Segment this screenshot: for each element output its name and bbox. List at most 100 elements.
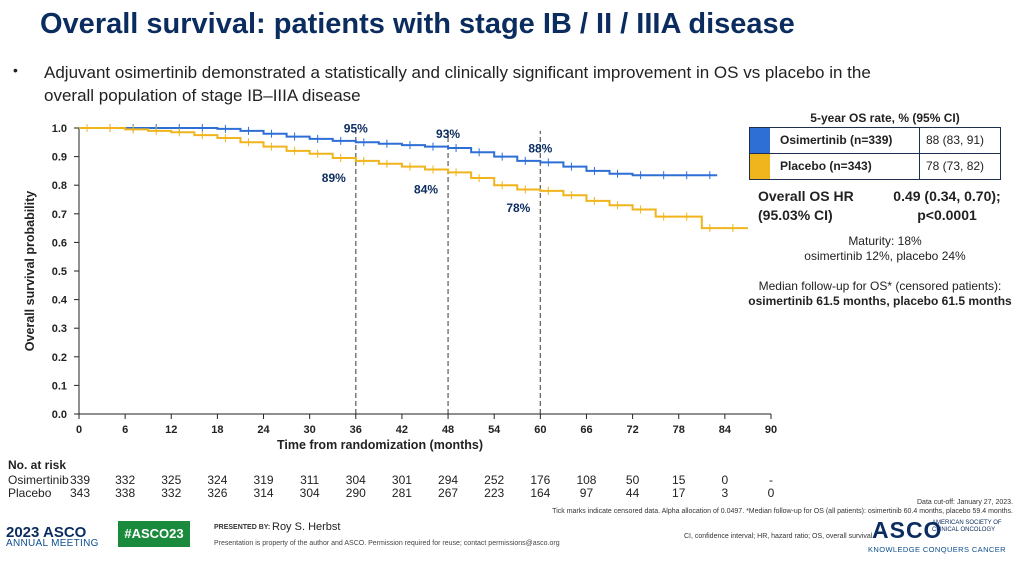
at-risk-cell: 97: [579, 486, 594, 500]
x-tick-label: 84: [719, 424, 732, 436]
at-risk-cell: 304: [345, 473, 366, 487]
osimertinib-swatch: [750, 128, 770, 153]
x-tick-label: 42: [396, 424, 408, 436]
maturity-line1: Maturity: 18%: [848, 234, 922, 248]
os-row-label: Placebo (n=343): [780, 154, 920, 179]
x-tick-label: 0: [76, 424, 82, 436]
y-tick-label: 0.8: [52, 180, 67, 192]
chart-annotations: 95% 93% 88% 89% 84% 78%: [322, 121, 553, 215]
os-row-value: 78 (73, 82): [926, 159, 985, 173]
maturity-line2: osimertinib 12%, placebo 24%: [804, 249, 966, 263]
hr-label-line2: (95.03% CI): [758, 207, 833, 223]
at-risk-cell: 17: [672, 486, 686, 500]
y-tick-label: 0.2: [52, 352, 67, 364]
osimertinib-curve: [79, 127, 718, 177]
at-risk-cell: 0: [721, 473, 729, 487]
x-axis-label: Time from randomization (months): [277, 438, 483, 452]
slide-title: Overall survival: patients with stage IB…: [40, 8, 795, 40]
bullet-line-1: Adjuvant osimertinib demonstrated a stat…: [44, 63, 871, 82]
x-tick-label: 72: [626, 424, 638, 436]
annual-meeting-text: ANNUAL MEETING: [6, 538, 99, 549]
at-risk-cell: 339: [69, 473, 91, 487]
y-tick-label: 0.4: [52, 295, 68, 307]
os-row-label: Osimertinib (n=339): [780, 128, 920, 153]
at-risk-cell: 223: [484, 486, 505, 500]
property-notice: Presentation is property of the author a…: [214, 540, 560, 547]
os-row-osimertinib: Osimertinib (n=339) 88 (83, 91): [749, 127, 1001, 154]
followup-text: Median follow-up for OS* (censored patie…: [745, 279, 1015, 309]
bullet-line-2: overall population of stage IB–IIIA dise…: [44, 86, 361, 105]
at-risk-cell: 108: [576, 473, 597, 487]
at-risk-cell: 332: [161, 486, 182, 500]
at-risk-cell: 3: [721, 486, 729, 500]
chart-axes: 0 6 12 18 24 30 36 42 48 54 60 66 72 78 84 90 0.0 0.1 0.2 0…: [23, 123, 777, 452]
asco-tagline: KNOWLEDGE CONQUERS CANCER: [868, 545, 1006, 554]
osimertinib-annotation: 88%: [528, 141, 552, 155]
at-risk-cell: 304: [299, 486, 320, 500]
placebo-annotation: 78%: [506, 201, 530, 215]
at-risk-cell: 290: [345, 486, 366, 500]
hr-value: 0.49 (0.34, 0.70); p<0.0001: [886, 187, 1008, 225]
bullet-icon: •: [13, 62, 18, 78]
asco-sub-line1: AMERICAN SOCIETY OF: [932, 520, 1002, 526]
x-tick-label: 36: [350, 424, 362, 436]
asco-subtitle: AMERICAN SOCIETY OF CLINICAL ONCOLOGY: [932, 520, 1012, 534]
footnote-abbrev: CI, confidence interval; HR, hazard rati…: [684, 533, 873, 540]
placebo-curve: [79, 127, 748, 230]
y-tick-label: 0.0: [52, 409, 67, 421]
at-risk-cell: 324: [207, 473, 228, 487]
at-risk-cell: 314: [253, 486, 274, 500]
os-row-value: 88 (83, 91): [926, 133, 985, 147]
at-risk-cell: 15: [672, 473, 686, 487]
x-tick-label: 78: [673, 424, 685, 436]
followup-line2: osimertinib 61.5 months, placebo 61.5 mo…: [748, 294, 1012, 308]
presenter-name: Roy S. Herbst: [272, 521, 341, 533]
at-risk-cell: 326: [207, 486, 228, 500]
hashtag-badge: #ASCO23: [118, 521, 190, 547]
hr-label: Overall OS HR (95.03% CI): [758, 187, 854, 225]
at-risk-cell: 343: [69, 486, 91, 500]
at-risk-row-label: Placebo: [8, 486, 52, 500]
x-tick-label: 60: [534, 424, 546, 436]
x-tick-label: 24: [257, 424, 270, 436]
x-tick-label: 18: [211, 424, 223, 436]
y-axis-label: Overall survival probability: [23, 191, 37, 352]
footnote-cutoff: Data cut-off: January 27, 2023.: [917, 499, 1013, 506]
placebo-swatch: [750, 154, 770, 179]
y-tick-label: 0.1: [52, 380, 67, 392]
at-risk-cell: 325: [161, 473, 182, 487]
os-row-placebo: Placebo (n=343) 78 (73, 82): [749, 153, 1001, 180]
at-risk-cell: -: [769, 473, 773, 487]
y-tick-label: 0.6: [52, 237, 67, 249]
y-tick-label: 0.3: [52, 323, 67, 335]
at-risk-cell: 301: [391, 473, 412, 487]
at-risk-cell: 319: [253, 473, 274, 487]
x-tick-label: 30: [304, 424, 316, 436]
x-tick-label: 48: [442, 424, 454, 436]
bullet-text: Adjuvant osimertinib demonstrated a stat…: [44, 61, 984, 107]
asco-meeting-logo: 2023 ASCO: [6, 524, 87, 541]
y-tick-label: 0.5: [52, 266, 67, 278]
at-risk-cell: 0: [767, 486, 775, 500]
y-tick-label: 0.7: [52, 209, 67, 221]
placebo-annotation: 84%: [414, 182, 438, 196]
footnote-ticks: Tick marks indicate censored data. Alpha…: [552, 508, 1013, 515]
placebo-annotation: 89%: [322, 171, 346, 185]
at-risk-cell: 164: [530, 486, 551, 500]
at-risk-row-label: Osimertinib: [8, 473, 69, 487]
asco-sub-line2: CLINICAL ONCOLOGY: [932, 527, 996, 533]
hr-value-line2: p<0.0001: [917, 207, 977, 223]
at-risk-cell: 176: [530, 473, 551, 487]
km-chart: 0 6 12 18 24 30 36 42 48 54 60 66 72 78 84 90 0.0 0.1 0.2 0…: [23, 121, 777, 452]
at-risk-cell: 267: [438, 486, 459, 500]
presented-by-label: PRESENTED BY:: [214, 524, 271, 531]
followup-line1: Median follow-up for OS* (censored patie…: [758, 279, 1002, 293]
at-risk-cell: 281: [391, 486, 412, 500]
osimertinib-annotation: 95%: [344, 121, 368, 135]
at-risk-title: No. at risk: [8, 458, 67, 472]
y-tick-label: 1.0: [52, 123, 67, 135]
at-risk-cell: 311: [300, 473, 320, 487]
hr-label-line1: Overall OS HR: [758, 188, 854, 204]
x-tick-label: 66: [580, 424, 592, 436]
reference-lines: [355, 130, 541, 414]
